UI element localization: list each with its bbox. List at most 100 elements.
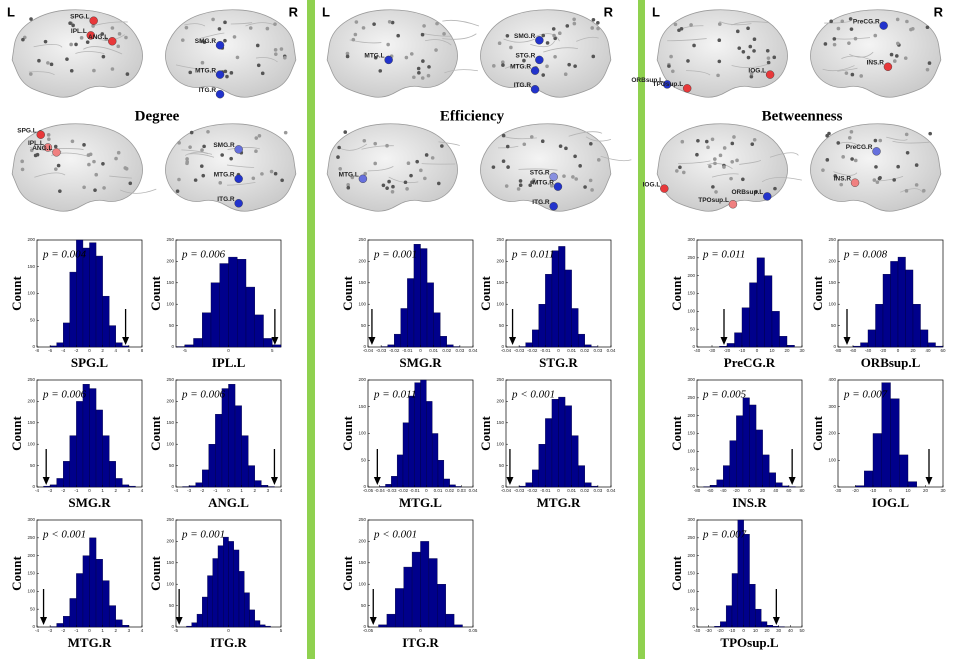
bar xyxy=(538,444,546,488)
bar xyxy=(76,573,84,628)
node-dot xyxy=(545,41,550,45)
node-dot xyxy=(558,31,562,36)
bar xyxy=(63,616,71,628)
node-dot xyxy=(200,60,205,65)
x-tick-label: -0.04 xyxy=(363,348,374,353)
node-dot xyxy=(273,48,278,52)
y-tick-label: 250 xyxy=(166,377,174,382)
y-tick-label: 250 xyxy=(27,535,35,540)
y-tick-label: 200 xyxy=(828,259,836,264)
bar xyxy=(378,624,388,628)
region-label: INS.R xyxy=(867,59,885,66)
arrow-head xyxy=(720,337,728,345)
x-tick-label: 4 xyxy=(141,628,144,633)
node-dot xyxy=(892,59,897,63)
node-dot xyxy=(56,163,61,168)
y-tick-label: 100 xyxy=(27,441,35,446)
x-tick-label: -4 xyxy=(174,488,178,493)
node-dot xyxy=(232,35,237,39)
bar xyxy=(864,470,874,488)
sulcus xyxy=(184,23,206,27)
bar xyxy=(867,329,876,348)
x-axis-label: TPOsup.L xyxy=(720,635,778,650)
panel-title: Betweenness xyxy=(762,108,843,124)
node-dot xyxy=(248,26,253,30)
node-dot xyxy=(545,64,549,69)
y-tick-label: 150 xyxy=(496,420,504,425)
node-dot xyxy=(872,178,877,182)
bar xyxy=(195,482,203,488)
node-dot xyxy=(873,33,878,38)
node-dot xyxy=(188,145,192,149)
node-dot xyxy=(905,19,909,24)
observed-arrow xyxy=(720,309,728,345)
bar xyxy=(396,454,404,488)
node-dot xyxy=(849,27,854,31)
p-value: p = 0.006 xyxy=(42,389,87,401)
bar xyxy=(49,345,57,348)
node-dot xyxy=(82,143,86,147)
node-dot xyxy=(892,178,897,182)
bar xyxy=(558,396,566,488)
node-dot xyxy=(563,72,568,77)
node-dot xyxy=(591,18,596,22)
y-tick-label: 0 xyxy=(32,484,35,489)
y-tick-label: 100 xyxy=(166,581,174,586)
node-dot xyxy=(716,73,720,78)
histogram: -4 -3 -2 -1 0 1 2 3 4 0 50 100 150 200 250 300 p < 0.001… xyxy=(9,517,144,650)
region-node xyxy=(883,62,893,71)
x-tick-label: -20 xyxy=(880,348,887,353)
x-tick-label: 10 xyxy=(905,488,911,493)
node-dot xyxy=(390,189,395,194)
node-dot xyxy=(424,153,429,157)
x-tick-label: -10 xyxy=(870,488,877,493)
sulcus xyxy=(518,168,558,171)
bar xyxy=(426,401,433,488)
node-dot xyxy=(564,146,568,151)
bar xyxy=(779,336,788,348)
sulcus xyxy=(34,172,66,178)
node-dot xyxy=(735,158,739,163)
region-label: SPG.L xyxy=(17,127,37,134)
x-axis-label: SPG.L xyxy=(71,355,109,370)
node-dot xyxy=(185,160,190,164)
x-axis-label: ITG.R xyxy=(402,635,439,650)
sulcus xyxy=(707,163,733,170)
bar xyxy=(743,534,750,628)
y-tick-label: 100 xyxy=(496,441,504,446)
x-tick-label: -30 xyxy=(835,488,842,493)
region-node xyxy=(553,182,563,191)
node-dot xyxy=(396,33,400,38)
x-tick-label: 0 xyxy=(557,348,560,353)
sulcus xyxy=(833,171,858,176)
node-dot xyxy=(832,37,837,41)
node-dot xyxy=(583,185,587,189)
node-dot xyxy=(829,19,834,24)
node-dot xyxy=(87,162,91,167)
y-tick-label: 0 xyxy=(833,344,836,349)
node-dot xyxy=(718,153,723,158)
histogram: -0.04 -0.03 -0.02 -0.01 0 0.01 0.02 0.03 0.04 0 50… xyxy=(478,377,616,510)
node-dot xyxy=(821,168,825,172)
node-dot xyxy=(68,21,72,25)
node-dot xyxy=(875,180,880,185)
region-node xyxy=(530,85,540,94)
node-dot xyxy=(717,59,722,64)
bar xyxy=(912,304,921,348)
region-node xyxy=(86,31,96,40)
bar xyxy=(217,545,224,628)
region-label: ITG.R xyxy=(217,196,235,203)
x-tick-label: 0 xyxy=(419,348,422,353)
bar xyxy=(245,286,255,348)
node-dot xyxy=(749,71,754,76)
sulcus xyxy=(120,188,157,194)
bar xyxy=(455,486,462,488)
observed-arrow xyxy=(788,449,796,485)
node-dot xyxy=(530,180,534,185)
bar xyxy=(935,345,944,348)
node-dot xyxy=(574,177,579,181)
x-tick-label: -5 xyxy=(174,628,178,633)
